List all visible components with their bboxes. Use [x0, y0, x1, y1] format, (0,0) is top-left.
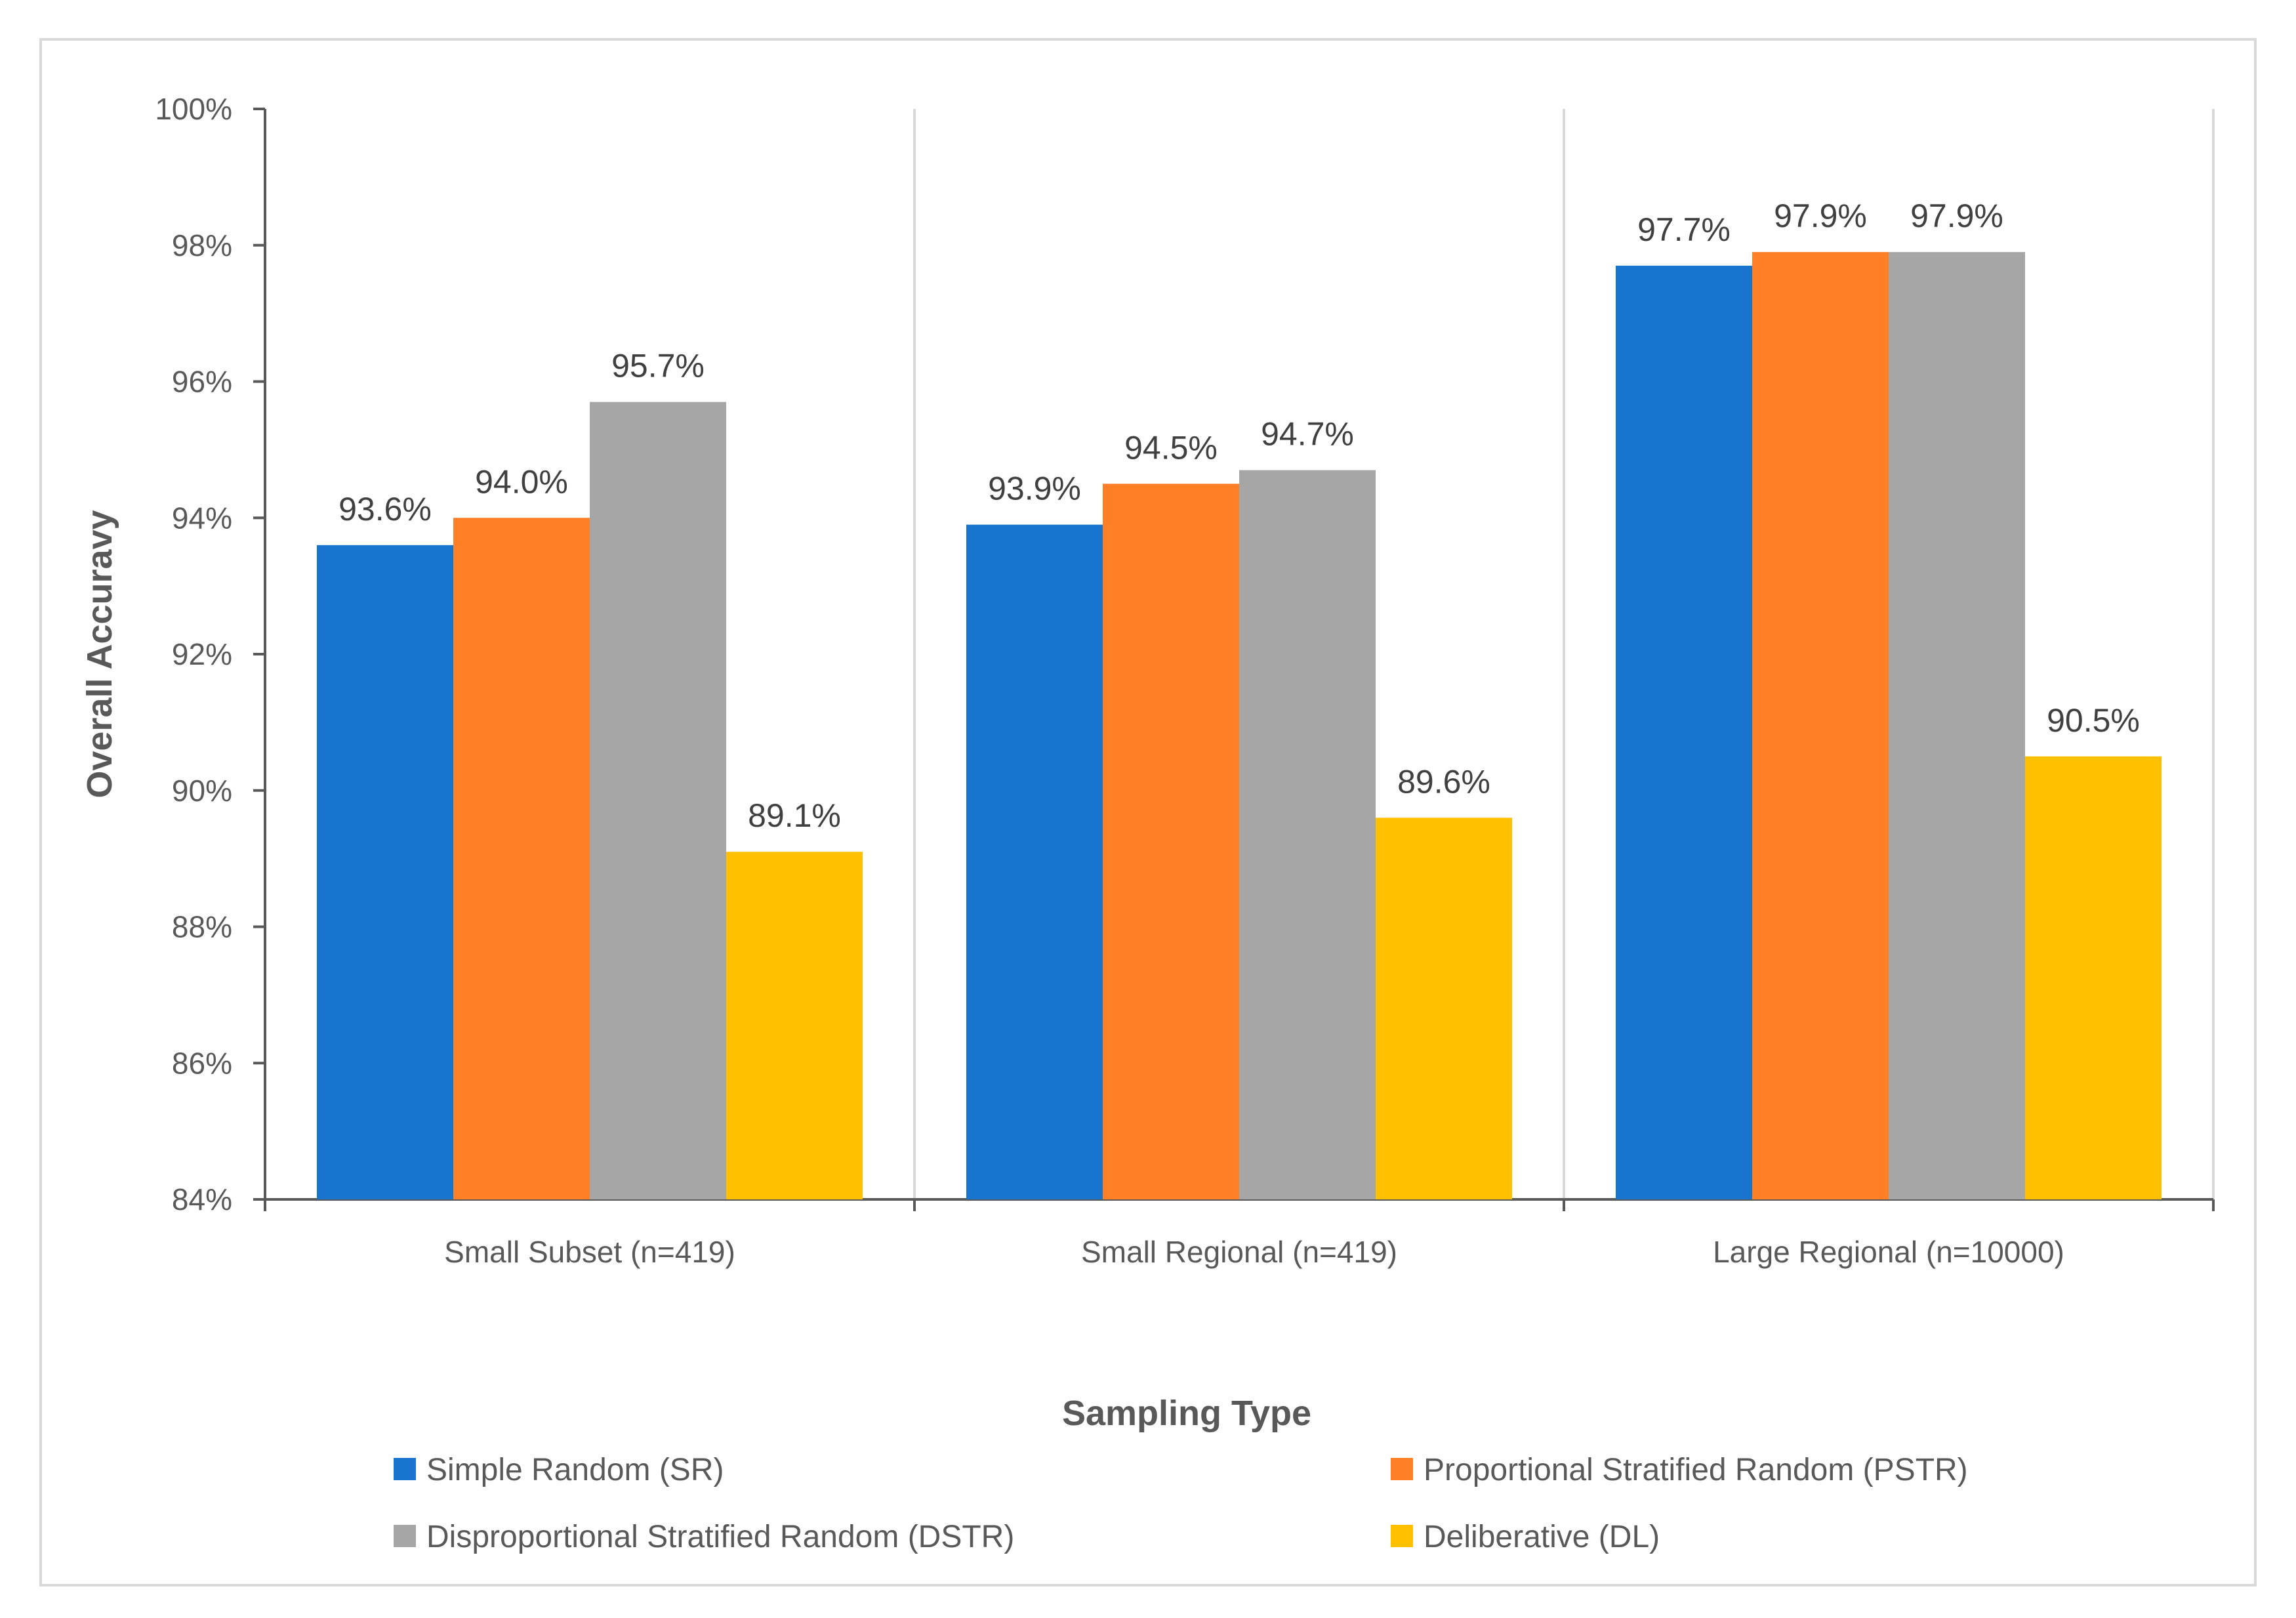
y-tick-label: 84%: [172, 1182, 232, 1216]
data-label: 97.7%: [1637, 211, 1731, 248]
data-label: 90.5%: [2047, 702, 2140, 739]
legend-swatch: [1391, 1525, 1413, 1547]
y-tick-label: 100%: [155, 92, 232, 126]
bar: [453, 518, 590, 1199]
y-tick-label: 96%: [172, 365, 232, 399]
bar: [1889, 252, 2025, 1200]
data-label: 97.9%: [1774, 197, 1867, 234]
y-tick-label: 90%: [172, 774, 232, 808]
group-dividers: [913, 109, 2215, 1199]
data-label: 94.5%: [1124, 429, 1218, 466]
legend-swatch: [1391, 1458, 1413, 1480]
x-tick-label: Small Subset (n=419): [444, 1235, 735, 1269]
data-label: 95.7%: [611, 348, 705, 384]
legend-swatch: [394, 1525, 416, 1547]
data-label: 93.9%: [988, 470, 1081, 507]
bar: [1239, 470, 1376, 1199]
x-axis: Small Subset (n=419) Small Regional (n=41…: [264, 1198, 2215, 1269]
y-axis-title: Overall Accuravy: [80, 510, 119, 798]
data-label: 89.6%: [1397, 763, 1490, 800]
bar: [1616, 265, 1752, 1200]
data-label: 89.1%: [748, 797, 841, 834]
bar: [1376, 818, 1512, 1199]
bar: [1752, 252, 1889, 1200]
data-label: 94.7%: [1261, 416, 1354, 453]
y-tick-label: 92%: [172, 637, 232, 671]
y-axis: 84% 86% 88% 90% 92% 94% 96% 98% 100%: [155, 92, 266, 1216]
y-tick-label: 98%: [172, 228, 232, 262]
bar: [1103, 484, 1239, 1199]
y-tick-label: 88%: [172, 910, 232, 944]
legend-swatch: [394, 1458, 416, 1480]
bars: [317, 252, 2162, 1200]
data-label: 93.6%: [338, 491, 432, 528]
bar: [726, 852, 863, 1199]
legend-label: Proportional Stratified Random (PSTR): [1424, 1453, 1968, 1487]
x-tick-label: Large Regional (n=10000): [1713, 1235, 2064, 1269]
legend-label: Deliberative (DL): [1424, 1520, 1660, 1554]
x-axis-title: Sampling Type: [1062, 1394, 1311, 1433]
bar: [317, 545, 453, 1199]
legend-label: Simple Random (SR): [426, 1453, 724, 1487]
y-tick-label: 86%: [172, 1046, 232, 1080]
data-label: 94.0%: [475, 463, 568, 500]
x-tick-label: Small Regional (n=419): [1081, 1235, 1397, 1269]
data-label: 97.9%: [1910, 197, 2003, 234]
bar: [966, 524, 1103, 1200]
data-labels: 93.6% 94.0% 95.7% 89.1% 93.9% 94.5% 94.7% 89.6%…: [338, 197, 2140, 834]
legend: Simple Random (SR) Proportional Stratifie…: [394, 1453, 1968, 1554]
legend-label: Disproportional Stratified Random (DSTR): [426, 1520, 1014, 1554]
bar: [2025, 756, 2162, 1199]
y-tick-label: 94%: [172, 501, 232, 535]
bar: [590, 402, 726, 1199]
